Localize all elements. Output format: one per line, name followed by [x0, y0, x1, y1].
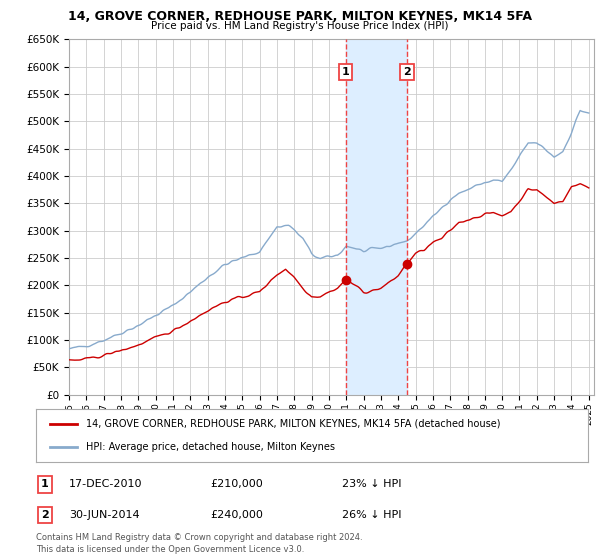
Bar — [346, 39, 407, 395]
Text: 1: 1 — [341, 67, 349, 77]
Text: This data is licensed under the Open Government Licence v3.0.: This data is licensed under the Open Gov… — [36, 545, 304, 554]
Text: 17-DEC-2010: 17-DEC-2010 — [69, 479, 143, 489]
Text: £240,000: £240,000 — [210, 510, 263, 520]
Text: Contains HM Land Registry data © Crown copyright and database right 2024.: Contains HM Land Registry data © Crown c… — [36, 533, 362, 542]
Text: 14, GROVE CORNER, REDHOUSE PARK, MILTON KEYNES, MK14 5FA (detached house): 14, GROVE CORNER, REDHOUSE PARK, MILTON … — [86, 419, 500, 429]
Text: 2: 2 — [403, 67, 411, 77]
Text: Price paid vs. HM Land Registry's House Price Index (HPI): Price paid vs. HM Land Registry's House … — [151, 21, 449, 31]
Text: 1: 1 — [41, 479, 49, 489]
Text: 14, GROVE CORNER, REDHOUSE PARK, MILTON KEYNES, MK14 5FA: 14, GROVE CORNER, REDHOUSE PARK, MILTON … — [68, 10, 532, 23]
Text: 23% ↓ HPI: 23% ↓ HPI — [342, 479, 401, 489]
Text: 2: 2 — [41, 510, 49, 520]
Text: 30-JUN-2014: 30-JUN-2014 — [69, 510, 140, 520]
Text: £210,000: £210,000 — [210, 479, 263, 489]
Text: HPI: Average price, detached house, Milton Keynes: HPI: Average price, detached house, Milt… — [86, 442, 335, 452]
Text: 26% ↓ HPI: 26% ↓ HPI — [342, 510, 401, 520]
